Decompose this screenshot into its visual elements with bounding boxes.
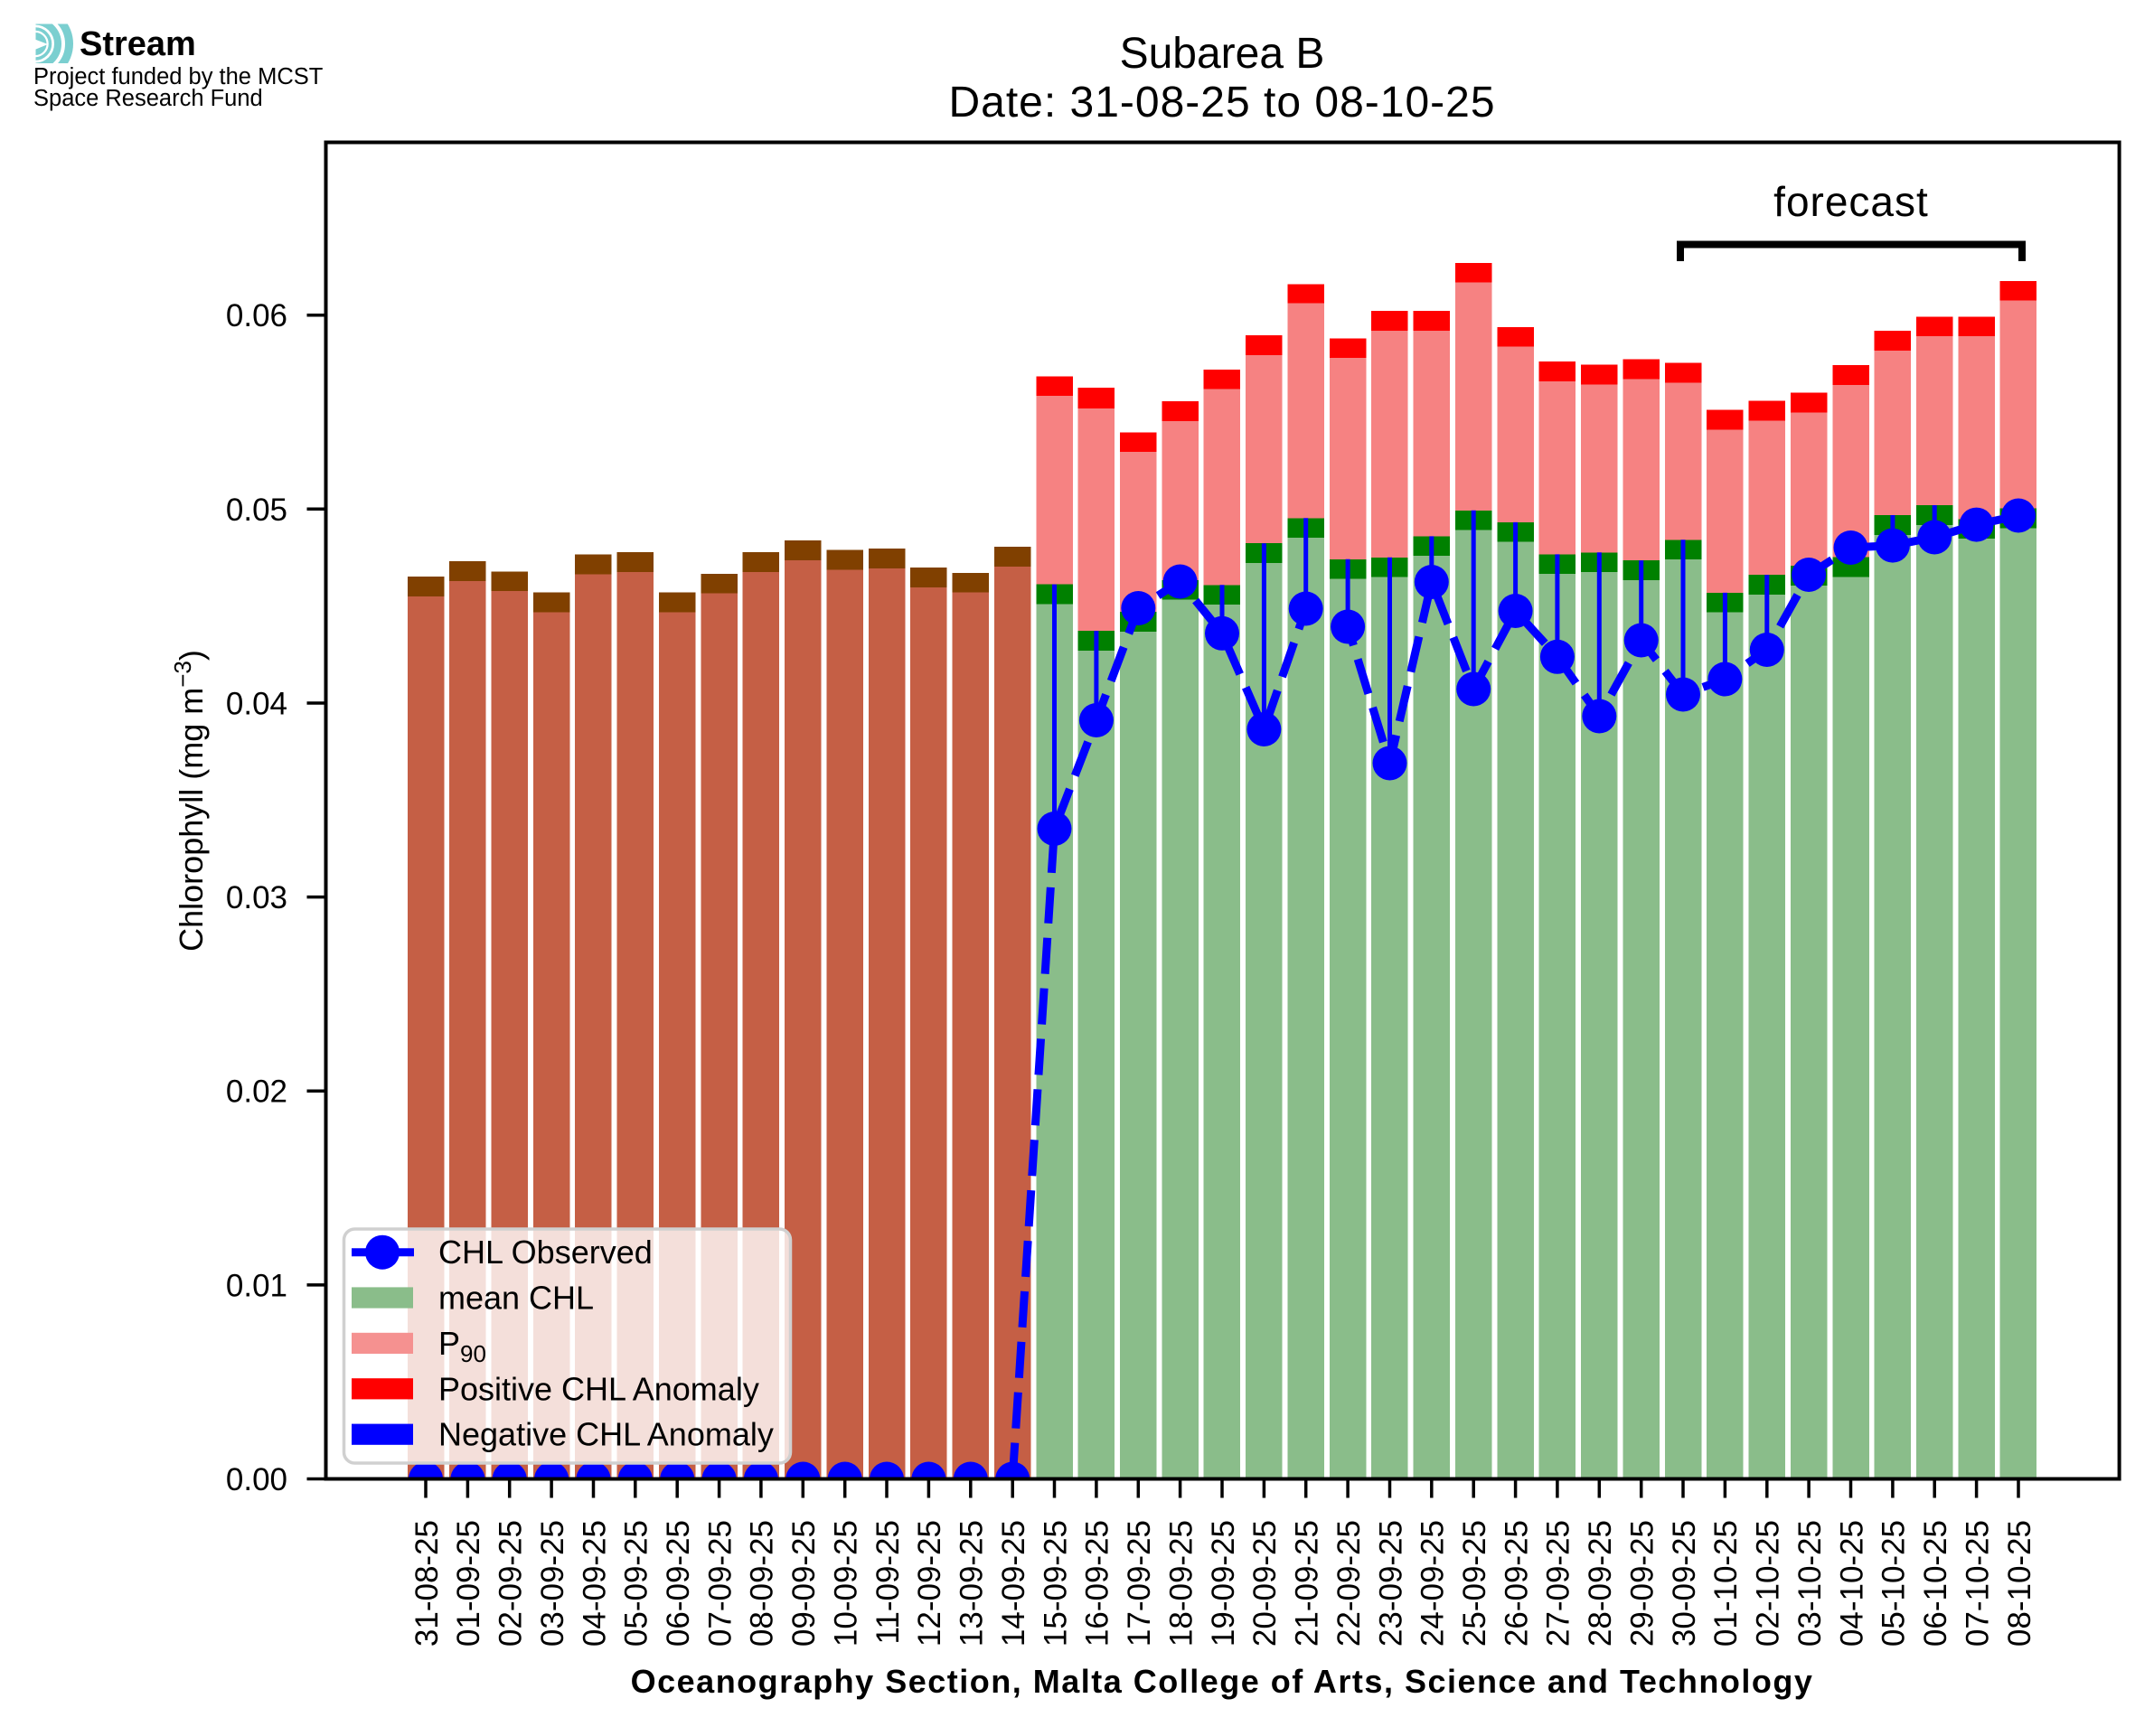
svg-text:09-09-25: 09-09-25	[786, 1520, 822, 1647]
svg-text:03-09-25: 03-09-25	[535, 1520, 570, 1647]
svg-text:03-10-25: 03-10-25	[1792, 1520, 1828, 1647]
svg-text:26-09-25: 26-09-25	[1499, 1520, 1534, 1647]
svg-text:0.02: 0.02	[226, 1074, 287, 1110]
svg-text:02-10-25: 02-10-25	[1751, 1520, 1786, 1647]
svg-text:Negative CHL Anomaly: Negative CHL Anomaly	[438, 1416, 774, 1453]
svg-text:17-09-25: 17-09-25	[1122, 1520, 1157, 1647]
svg-text:21-09-25: 21-09-25	[1290, 1520, 1325, 1647]
svg-text:31-08-25: 31-08-25	[409, 1520, 445, 1647]
svg-text:05-10-25: 05-10-25	[1877, 1520, 1912, 1647]
svg-text:19-09-25: 19-09-25	[1206, 1520, 1241, 1647]
svg-text:01-10-25: 01-10-25	[1708, 1520, 1744, 1647]
svg-text:25-09-25: 25-09-25	[1457, 1520, 1492, 1647]
svg-text:Positive CHL Anomaly: Positive CHL Anomaly	[438, 1370, 759, 1407]
svg-text:12-09-25: 12-09-25	[912, 1520, 947, 1647]
svg-text:05-09-25: 05-09-25	[619, 1520, 654, 1647]
svg-text:0.06: 0.06	[226, 298, 287, 333]
svg-text:0.01: 0.01	[226, 1268, 287, 1303]
svg-text:0.05: 0.05	[226, 493, 287, 528]
svg-text:0.03: 0.03	[226, 880, 287, 915]
svg-text:Chlorophyll (mg m−3): Chlorophyll (mg m−3)	[169, 650, 210, 952]
svg-text:27-09-25: 27-09-25	[1541, 1520, 1576, 1647]
svg-text:04-10-25: 04-10-25	[1834, 1520, 1869, 1647]
svg-text:23-09-25: 23-09-25	[1373, 1520, 1408, 1647]
svg-text:CHL Observed: CHL Observed	[438, 1234, 653, 1271]
svg-text:08-09-25: 08-09-25	[745, 1520, 780, 1647]
svg-text:29-09-25: 29-09-25	[1625, 1520, 1660, 1647]
svg-text:14-09-25: 14-09-25	[996, 1520, 1031, 1647]
svg-text:0.00: 0.00	[226, 1462, 287, 1497]
svg-text:Date: 31-08-25 to 08-10-25: Date: 31-08-25 to 08-10-25	[948, 79, 1495, 127]
svg-text:Stream: Stream	[80, 25, 196, 63]
svg-text:06-09-25: 06-09-25	[661, 1520, 696, 1647]
svg-text:30-09-25: 30-09-25	[1667, 1520, 1702, 1647]
svg-text:18-09-25: 18-09-25	[1163, 1520, 1199, 1647]
svg-text:10-09-25: 10-09-25	[829, 1520, 864, 1647]
svg-text:16-09-25: 16-09-25	[1080, 1520, 1115, 1647]
svg-text:Subarea B: Subarea B	[1120, 30, 1325, 78]
svg-text:Space Research Fund: Space Research Fund	[33, 86, 263, 111]
svg-text:08-10-25: 08-10-25	[2002, 1520, 2037, 1647]
svg-text:mean CHL: mean CHL	[438, 1280, 594, 1317]
svg-text:28-09-25: 28-09-25	[1583, 1520, 1618, 1647]
svg-text:07-09-25: 07-09-25	[702, 1520, 738, 1647]
svg-text:Oceanography Section, Malta Co: Oceanography Section, Malta College of A…	[631, 1663, 1814, 1700]
svg-text:06-10-25: 06-10-25	[1918, 1520, 1953, 1647]
svg-text:04-09-25: 04-09-25	[577, 1520, 612, 1647]
svg-text:11-09-25: 11-09-25	[870, 1520, 906, 1645]
svg-text:forecast: forecast	[1773, 178, 1929, 225]
svg-text:20-09-25: 20-09-25	[1247, 1520, 1283, 1647]
svg-text:0.04: 0.04	[226, 687, 287, 722]
svg-text:15-09-25: 15-09-25	[1038, 1520, 1073, 1647]
svg-text:07-10-25: 07-10-25	[1960, 1520, 1995, 1647]
svg-text:24-09-25: 24-09-25	[1416, 1520, 1451, 1647]
svg-text:01-09-25: 01-09-25	[451, 1520, 486, 1647]
svg-text:13-09-25: 13-09-25	[955, 1520, 990, 1647]
svg-text:02-09-25: 02-09-25	[494, 1520, 529, 1647]
svg-text:22-09-25: 22-09-25	[1331, 1520, 1367, 1647]
svg-text:Project funded by the MCST: Project funded by the MCST	[33, 64, 323, 89]
